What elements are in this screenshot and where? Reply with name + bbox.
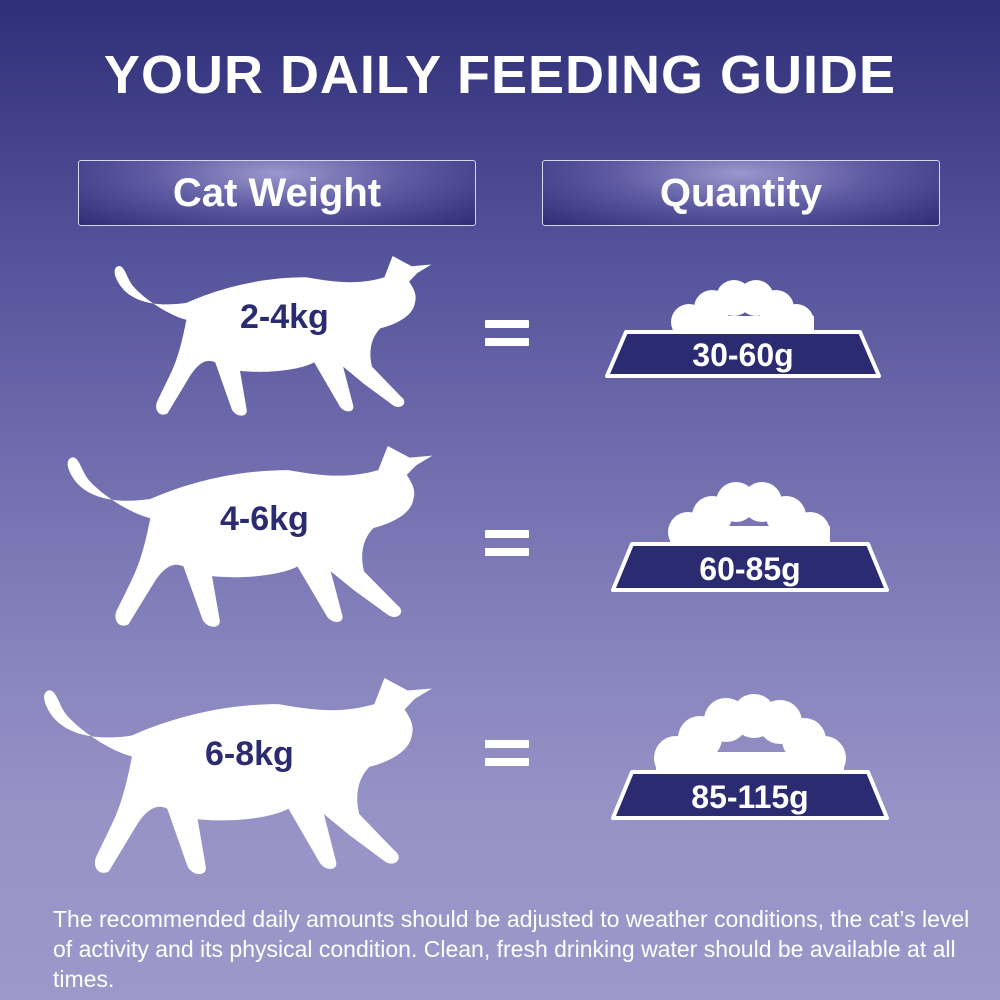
cat-silhouette-icon [60, 446, 440, 634]
food-bowl-icon: 60-85g [610, 476, 890, 596]
cat-silhouette-icon [108, 256, 438, 422]
page-title: YOUR DAILY FEEDING GUIDE [103, 45, 897, 105]
quantity-label: 85-115g [691, 779, 809, 815]
equals-icon [485, 740, 529, 776]
quantity-label: 30-60g [692, 337, 794, 373]
food-bowl-icon: 85-115g [610, 692, 890, 824]
equals-icon [485, 530, 529, 566]
quantity-label: 60-85g [699, 551, 801, 587]
equals-icon [485, 320, 529, 356]
weight-label: 2-4kg [240, 298, 329, 336]
food-bowl-icon: 30-60g [604, 276, 882, 382]
footer-note: The recommended daily amounts should be … [53, 906, 970, 992]
weight-label: 4-6kg [220, 500, 309, 538]
cat-silhouette-icon [36, 678, 440, 882]
cat-weight-header: Cat Weight [78, 160, 476, 226]
weight-label: 6-8kg [205, 735, 294, 773]
quantity-header: Quantity [542, 160, 940, 226]
